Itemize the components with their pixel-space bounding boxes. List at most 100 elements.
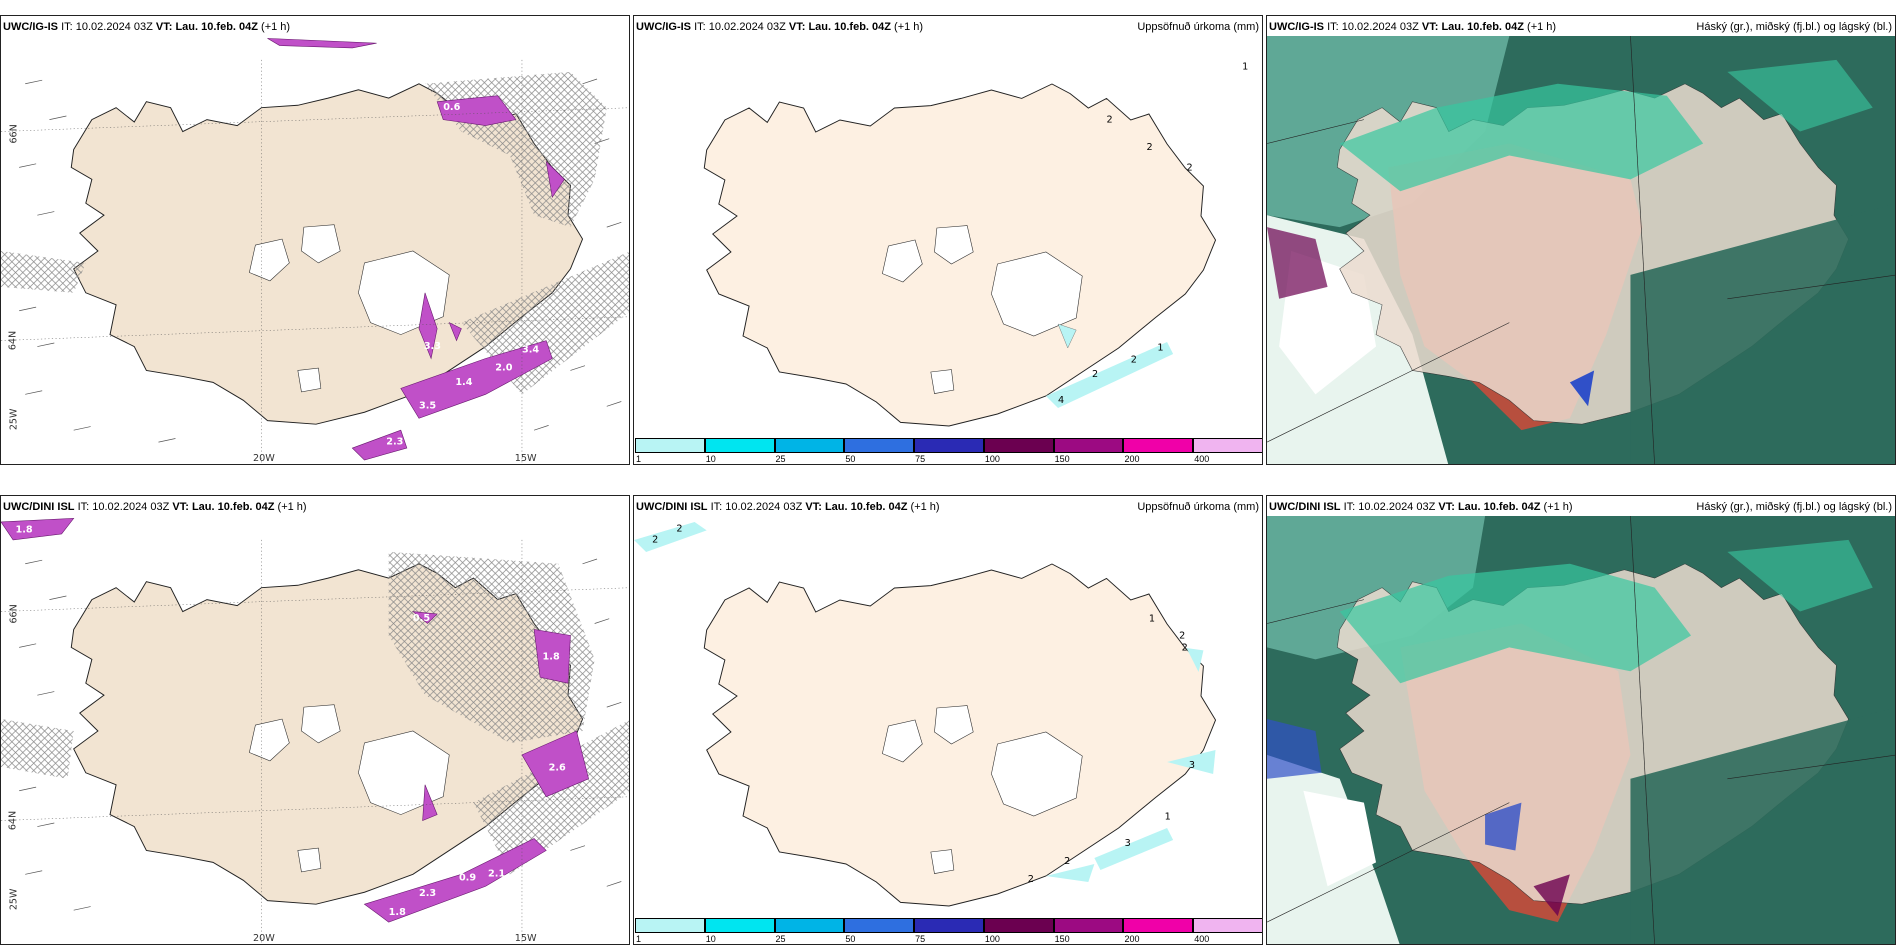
colorbar-label: 75 [915, 934, 926, 944]
panel-header: UWC/DINI ISL IT: 10.02.2024 03Z VT: Lau.… [636, 501, 940, 513]
precip-value: 2.3 [419, 888, 436, 899]
colorbar-segment [914, 438, 984, 453]
lon-label: 20W [253, 453, 275, 464]
colorbar-segment [1123, 918, 1194, 933]
panel-title: Uppsöfnuð úrkoma (mm) [1137, 21, 1259, 33]
colorbar-label: 50 [845, 934, 856, 944]
lat-label: 64N [7, 331, 18, 350]
lat-label: 66N [9, 604, 20, 623]
colorbar-label: 75 [915, 454, 926, 464]
precip-value: 2.1 [488, 869, 505, 880]
colorbar-segment [1053, 438, 1124, 453]
panel-header: UWC/IG-IS IT: 10.02.2024 03Z VT: Lau. 10… [636, 21, 924, 33]
precip-point: 2 [1028, 874, 1034, 885]
precip-value: 3.4 [522, 345, 539, 356]
colorbar-label: 200 [1124, 454, 1140, 464]
map-canvas[interactable]: 1 2 2 2 1 2 2 4 [634, 36, 1263, 438]
lon-label: 25W [9, 888, 20, 910]
lon-label: 25W [9, 408, 20, 430]
colorbar-label: 1 [636, 454, 642, 464]
panel-title: Uppsöfnuð úrkoma (mm) [1137, 501, 1259, 513]
colorbar-label: 100 [984, 934, 1000, 944]
precip-value: 0.5 [413, 613, 430, 624]
colorbar-segment [774, 438, 845, 453]
precip-point: 2 [1064, 856, 1070, 867]
precip-areas [1, 518, 589, 923]
colorbar: 1 10 25 50 75 100 150 200 400 [634, 916, 1262, 944]
precip-value: 0.6 [443, 102, 460, 113]
colorbar-segment [704, 438, 775, 453]
map-canvas[interactable] [1267, 36, 1896, 465]
colorbar-label: 200 [1124, 934, 1140, 944]
lon-label: 20W [253, 933, 275, 944]
precip-value: 1.8 [16, 525, 33, 536]
panel-bot-right-clouds: UWC/DINI ISL IT: 10.02.2024 03Z VT: Lau.… [1266, 495, 1896, 945]
colorbar-segment [1193, 438, 1262, 453]
panel-header: UWC/IG-IS IT: 10.02.2024 03Z VT: Lau. 10… [3, 21, 291, 33]
colorbar-label: 400 [1194, 454, 1210, 464]
wind-barbs [19, 78, 622, 443]
colorbar-segment [1053, 918, 1124, 933]
map-canvas[interactable]: 66N 64N 25W 20W 15W 0.6 3.3 2.0 1.4 3.5 … [1, 36, 630, 465]
panel-bot-left-precip-wind: UWC/DINI ISL IT: 10.02.2024 03Z VT: Lau.… [0, 495, 630, 945]
precip-point: 1 [1165, 812, 1171, 823]
colorbar-segment [774, 918, 845, 933]
colorbar-label: 150 [1054, 934, 1070, 944]
precip-point: 2 [1131, 354, 1137, 365]
precip-point: 2 [1186, 162, 1192, 173]
colorbar-segment [844, 918, 915, 933]
colorbar-label: 10 [705, 454, 716, 464]
precip-point: 1 [1242, 62, 1248, 73]
colorbar-label: 1 [636, 934, 642, 944]
precip-point: 3 [1125, 838, 1131, 849]
precip-point: 2 [1182, 642, 1188, 653]
lon-label: 15W [515, 453, 537, 464]
precip-value: 2.0 [495, 363, 512, 374]
precip-areas [267, 38, 565, 461]
map-canvas[interactable] [1267, 516, 1896, 945]
colorbar-segment [983, 438, 1054, 453]
colorbar-label: 25 [775, 454, 786, 464]
panel-header: UWC/DINI ISL IT: 10.02.2024 03Z VT: Lau.… [1269, 501, 1573, 513]
precip-value: 3.3 [424, 341, 441, 352]
precip-point: 2 [652, 534, 658, 545]
panel-header: UWC/DINI ISL IT: 10.02.2024 03Z VT: Lau.… [3, 501, 307, 513]
colorbar-label: 50 [845, 454, 856, 464]
colorbar-label: 100 [984, 454, 1000, 464]
precip-value: 2.3 [386, 437, 403, 448]
colorbar-segment [704, 918, 775, 933]
colorbar-segment [1193, 918, 1262, 933]
colorbar-label: 150 [1054, 454, 1070, 464]
precip-value: 1.8 [389, 907, 406, 918]
precip-point: 2 [1107, 114, 1113, 125]
precip-value: 2.6 [549, 762, 566, 773]
colorbar-segment [635, 438, 705, 453]
wind-barbs [19, 558, 622, 911]
precip-value: 1.4 [455, 377, 472, 388]
precip-point: 2 [1146, 142, 1152, 153]
precip-value: 0.9 [459, 872, 476, 883]
colorbar-segment [844, 438, 915, 453]
colorbar-segment [635, 918, 705, 933]
map-canvas[interactable]: 2 2 1 2 2 3 1 3 2 2 [634, 516, 1263, 918]
precip-value: 1.8 [543, 651, 560, 662]
precip-value: 3.5 [419, 401, 436, 412]
lat-label: 64N [7, 811, 18, 830]
precip-point: 2 [1092, 369, 1098, 380]
lon-label: 15W [515, 933, 537, 944]
panel-top-right-clouds: UWC/IG-IS IT: 10.02.2024 03Z VT: Lau. 10… [1266, 15, 1896, 465]
precip-point: 2 [1179, 630, 1185, 641]
colorbar: 1 10 25 50 75 100 150 200 400 [634, 436, 1262, 464]
colorbar-segment [914, 918, 984, 933]
panel-title: Háský (gr.), miðský (fj.bl.) og lágský (… [1696, 21, 1892, 33]
precip-point: 3 [1189, 760, 1195, 771]
map-canvas[interactable]: 66N 64N 25W 20W 15W 1.8 0.4 0.5 1.8 2.6 … [1, 516, 630, 945]
panel-header: UWC/IG-IS IT: 10.02.2024 03Z VT: Lau. 10… [1269, 21, 1557, 33]
panel-top-mid-accum-precip: UWC/IG-IS IT: 10.02.2024 03Z VT: Lau. 10… [633, 15, 1263, 465]
precip-point: 1 [1157, 342, 1163, 353]
colorbar-segment [1123, 438, 1194, 453]
panel-bot-mid-accum-precip: UWC/DINI ISL IT: 10.02.2024 03Z VT: Lau.… [633, 495, 1263, 945]
lat-label: 66N [9, 124, 20, 143]
colorbar-segment [983, 918, 1054, 933]
colorbar-label: 25 [775, 934, 786, 944]
